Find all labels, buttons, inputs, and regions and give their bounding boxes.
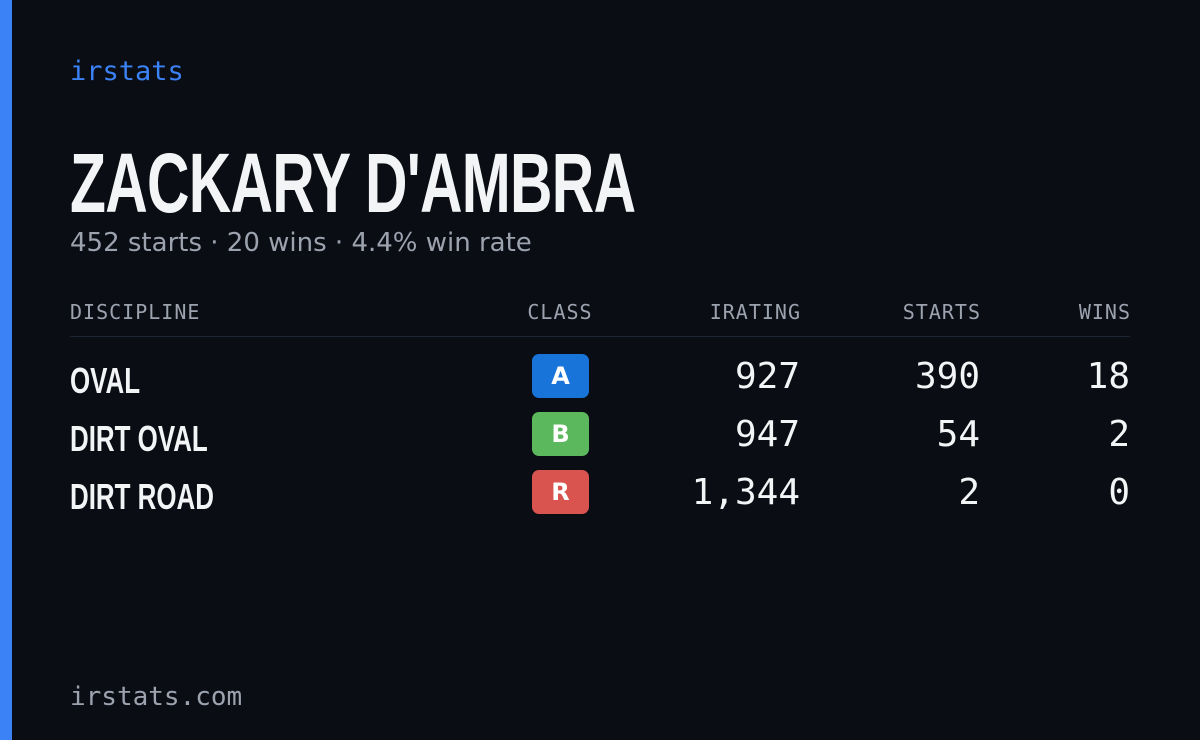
header: WINS: [1078, 300, 1131, 324]
header: CLASS: [527, 300, 593, 324]
header-rule: [70, 336, 1130, 337]
header: DISCIPLINE: [70, 300, 201, 324]
discipline: OVAL: [70, 360, 141, 401]
wins: 0: [1108, 472, 1130, 513]
brand: irstats: [70, 56, 184, 87]
irating: 927: [734, 356, 800, 397]
wins: 2: [1108, 414, 1130, 455]
irating: 1,344: [691, 472, 800, 513]
accent-bar: [0, 0, 12, 740]
starts: 390: [914, 356, 980, 397]
summary: 452 starts · 20 wins · 4.4% win rate: [70, 228, 532, 258]
wins: 18: [1086, 356, 1130, 397]
driver-name: ZACKARY D'AMBRA: [70, 136, 636, 230]
discipline: DIRT OVAL: [70, 418, 208, 459]
starts: 2: [958, 472, 980, 513]
irating: 947: [734, 414, 800, 455]
class-badge: A: [532, 354, 589, 398]
class-badge: R: [532, 470, 589, 514]
starts: 54: [936, 414, 980, 455]
header: STARTS: [902, 300, 981, 324]
class-badge: B: [532, 412, 589, 456]
footer: irstats.com: [70, 682, 243, 712]
discipline: DIRT ROAD: [70, 476, 214, 517]
header: IRATING: [709, 300, 801, 324]
